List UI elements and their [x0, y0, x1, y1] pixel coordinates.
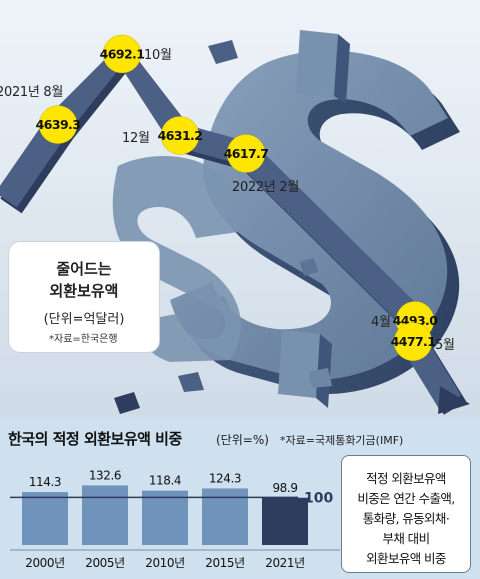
reserves-line-chart: 4639.3 4692.1 4631.2 4617.7 4493.0 4477.1 — [0, 30, 470, 415]
marker-circle — [160, 116, 200, 155]
bar-chart-title: 한국의 적정 외환보유액 비중 — [8, 430, 182, 448]
category-label: 2015년 — [205, 556, 245, 570]
bar-group-2: 118.4 2010년 — [142, 474, 188, 570]
bar — [262, 497, 308, 545]
value-label: 4631.2 — [158, 128, 203, 143]
bar-group-1: 132.6 2005년 — [82, 468, 128, 570]
reserves-panel: 4639.3 4692.1 4631.2 4617.7 4493.0 4477.1 202… — [0, 0, 480, 418]
data-point-3: 4617.7 — [224, 134, 269, 173]
bar-group-4: 98.9 2021년 — [262, 481, 308, 570]
date-label-0: 2021년 8월 — [0, 84, 64, 100]
date-label-5: 5월 — [435, 337, 455, 353]
data-point-0: 4639.3 — [36, 105, 81, 144]
category-label: 2000년 — [25, 556, 65, 570]
value-label: 4493.0 — [393, 313, 439, 328]
chart-unit: (단위=억달러) — [43, 312, 125, 327]
marker-circle — [102, 34, 142, 74]
category-label: 2021년 — [265, 556, 305, 570]
note-line-5: 외환보유액 비중 — [366, 551, 446, 566]
bar-value-label: 98.9 — [272, 481, 297, 495]
adequacy-panel: 한국의 적정 외환보유액 비중 (단위=%) *자료=국제통화기금(IMF) 1… — [0, 418, 480, 579]
chart-title-line1: 줄어드는 — [56, 260, 112, 278]
value-label: 4639.3 — [36, 117, 81, 132]
marker-circle — [226, 134, 266, 173]
marker-circle — [393, 322, 433, 361]
value-label: 4617.7 — [224, 146, 269, 161]
trend-ribbon — [0, 41, 470, 415]
bar-value-label: 132.6 — [89, 468, 121, 482]
bar-value-label: 118.4 — [149, 474, 181, 488]
chart-source: *자료=한국은행 — [49, 334, 118, 345]
marker-circle — [38, 105, 78, 144]
note-line-2: 비중은 연간 수출액, — [357, 491, 455, 506]
date-label-1: 10월 — [144, 47, 172, 63]
data-point-2: 4631.2 — [158, 116, 203, 155]
date-label-3: 2022년 2월 — [232, 179, 300, 195]
reference-line-label: 100 — [304, 490, 333, 506]
bar — [142, 490, 188, 545]
bar-group-0: 114.3 2000년 — [22, 475, 68, 570]
bar-chart-source: *자료=국제통화기금(IMF) — [280, 434, 404, 447]
value-label: 4477.1 — [391, 334, 436, 349]
bar-chart-unit: (단위=%) — [216, 433, 269, 447]
data-point-1: 4692.1 — [100, 34, 145, 74]
bar-value-label: 124.3 — [209, 471, 241, 485]
note-line-1: 적정 외환보유액 — [366, 471, 446, 486]
ribbon-arrowhead — [438, 386, 470, 414]
category-label: 2010년 — [145, 556, 185, 570]
bar — [22, 492, 68, 545]
value-label: 4692.1 — [100, 46, 145, 61]
date-label-2: 12월 — [122, 131, 150, 147]
bar-value-label: 114.3 — [29, 475, 61, 489]
adequacy-bar-chart: 114.3 2000년 132.6 2005년 118.4 2010년 124.3 2015년… — [10, 468, 340, 570]
data-point-5: 4477.1 — [391, 322, 436, 361]
note-line-4: 부채 대비 — [382, 531, 431, 546]
date-label-4: 4월 — [371, 315, 391, 331]
definition-note: 적정 외환보유액 비중은 연간 수출액, 통화량, 유동외채· 부채 대비 외환… — [341, 455, 471, 573]
reserves-title-box: 줄어드는 외환보유액 (단위=억달러) *자료=한국은행 — [8, 241, 160, 353]
category-label: 2005년 — [85, 556, 125, 570]
bar — [82, 485, 128, 545]
chart-title-line2: 외환보유액 — [49, 282, 119, 300]
bar-group-3: 124.3 2015년 — [202, 471, 248, 570]
note-line-3: 통화량, 유동외채· — [362, 511, 450, 526]
data-markers: 4639.3 4692.1 4631.2 4617.7 4493.0 4477.1 — [36, 34, 439, 361]
